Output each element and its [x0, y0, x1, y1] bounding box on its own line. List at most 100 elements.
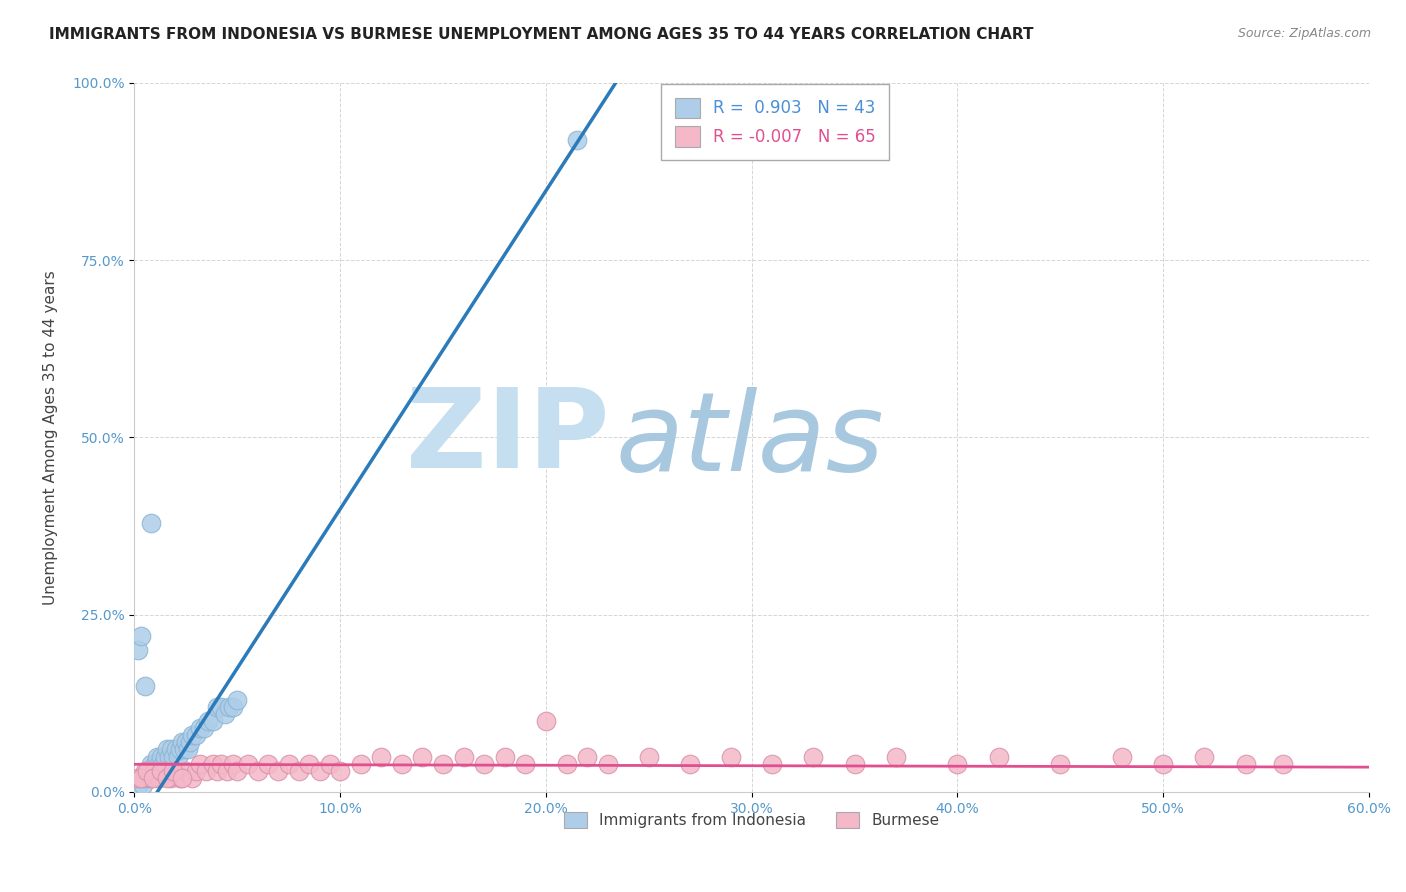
- Point: [679, 756, 702, 771]
- Point: [188, 721, 211, 735]
- Point: [205, 699, 228, 714]
- Point: [156, 742, 179, 756]
- Point: [152, 756, 174, 771]
- Point: [761, 756, 783, 771]
- Point: [170, 735, 193, 749]
- Point: [1049, 756, 1071, 771]
- Point: [165, 764, 187, 778]
- Point: [134, 764, 156, 778]
- Point: [1152, 756, 1174, 771]
- Point: [184, 764, 207, 778]
- Point: [209, 756, 232, 771]
- Point: [637, 749, 659, 764]
- Point: [162, 749, 184, 764]
- Point: [146, 749, 169, 764]
- Point: [222, 756, 245, 771]
- Point: [720, 749, 742, 764]
- Point: [197, 714, 219, 728]
- Point: [181, 771, 204, 785]
- Point: [184, 728, 207, 742]
- Point: [370, 749, 392, 764]
- Point: [160, 771, 183, 785]
- Point: [267, 764, 290, 778]
- Point: [165, 742, 187, 756]
- Point: [143, 756, 166, 771]
- Point: [169, 742, 191, 756]
- Point: [884, 749, 907, 764]
- Point: [135, 764, 157, 778]
- Point: [155, 764, 177, 778]
- Text: Source: ZipAtlas.com: Source: ZipAtlas.com: [1237, 27, 1371, 40]
- Point: [319, 756, 342, 771]
- Point: [177, 742, 200, 756]
- Point: [131, 778, 153, 792]
- Point: [179, 735, 201, 749]
- Point: [129, 771, 152, 785]
- Point: [236, 756, 259, 771]
- Point: [166, 749, 188, 764]
- Point: [844, 756, 866, 771]
- Point: [127, 643, 149, 657]
- Point: [150, 749, 173, 764]
- Point: [129, 771, 152, 785]
- Point: [173, 742, 195, 756]
- Point: [432, 756, 454, 771]
- Point: [214, 706, 236, 721]
- Point: [201, 756, 224, 771]
- Point: [205, 764, 228, 778]
- Point: [174, 735, 197, 749]
- Point: [246, 764, 269, 778]
- Point: [209, 699, 232, 714]
- Point: [350, 756, 373, 771]
- Point: [226, 764, 249, 778]
- Point: [156, 771, 179, 785]
- Text: IMMIGRANTS FROM INDONESIA VS BURMESE UNEMPLOYMENT AMONG AGES 35 TO 44 YEARS CORR: IMMIGRANTS FROM INDONESIA VS BURMESE UNE…: [49, 27, 1033, 42]
- Point: [329, 764, 352, 778]
- Point: [494, 749, 516, 764]
- Y-axis label: Unemployment Among Ages 35 to 44 years: Unemployment Among Ages 35 to 44 years: [44, 270, 58, 605]
- Point: [596, 756, 619, 771]
- Point: [134, 679, 156, 693]
- Point: [127, 771, 149, 785]
- Point: [308, 764, 330, 778]
- Point: [143, 764, 166, 778]
- Point: [162, 764, 184, 778]
- Point: [576, 749, 599, 764]
- Point: [218, 699, 240, 714]
- Point: [139, 771, 162, 785]
- Point: [127, 778, 149, 792]
- Point: [298, 756, 321, 771]
- Point: [134, 771, 156, 785]
- Point: [155, 749, 177, 764]
- Point: [515, 756, 537, 771]
- Point: [277, 756, 299, 771]
- Point: [188, 756, 211, 771]
- Point: [555, 756, 578, 771]
- Point: [142, 764, 165, 778]
- Point: [1111, 749, 1133, 764]
- Point: [534, 714, 557, 728]
- Point: [201, 714, 224, 728]
- Point: [160, 742, 183, 756]
- Point: [135, 764, 157, 778]
- Point: [195, 764, 218, 778]
- Point: [226, 693, 249, 707]
- Point: [453, 749, 475, 764]
- Point: [803, 749, 825, 764]
- Point: [139, 756, 162, 771]
- Point: [215, 764, 238, 778]
- Point: [288, 764, 311, 778]
- Point: [138, 771, 160, 785]
- Point: [1271, 756, 1294, 771]
- Point: [946, 756, 969, 771]
- Point: [148, 756, 170, 771]
- Point: [169, 771, 191, 785]
- Point: [1194, 749, 1216, 764]
- Point: [139, 516, 162, 530]
- Point: [391, 756, 413, 771]
- Point: [257, 756, 280, 771]
- Point: [987, 749, 1010, 764]
- Point: [565, 133, 588, 147]
- Point: [129, 629, 152, 643]
- Point: [193, 721, 215, 735]
